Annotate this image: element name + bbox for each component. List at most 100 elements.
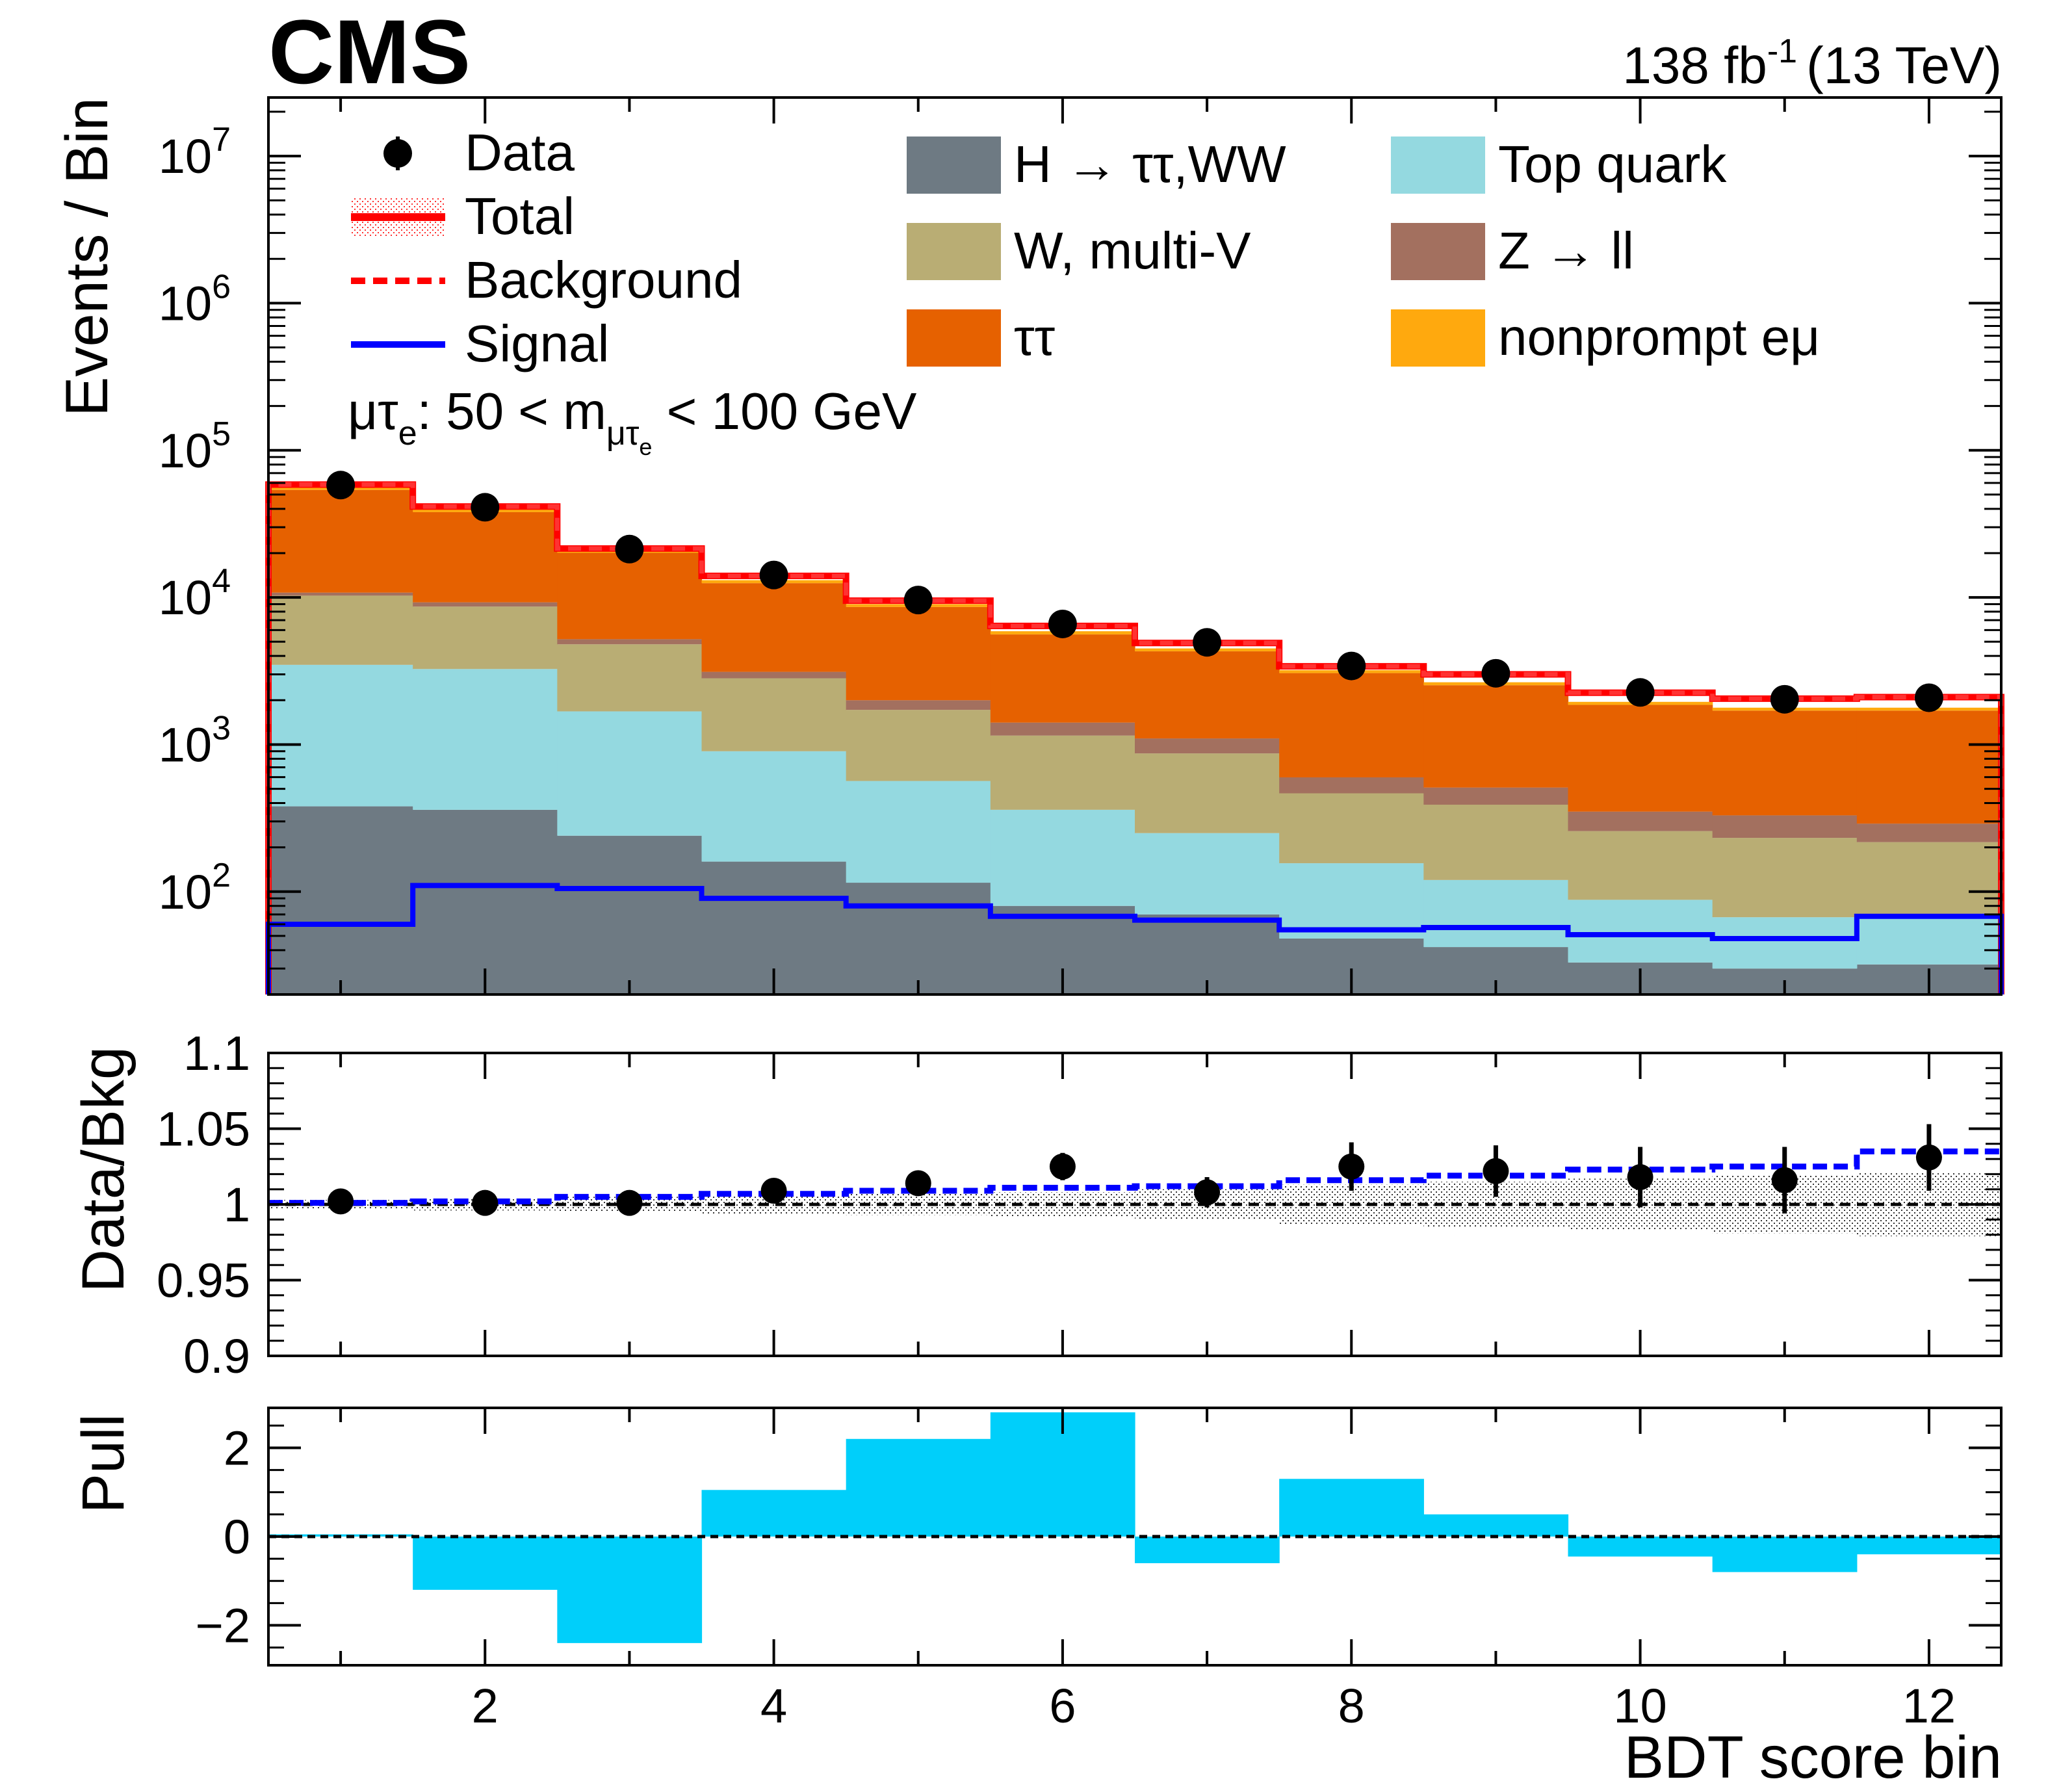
- ratio-y-axis-label: Data/Bkg: [70, 1046, 136, 1292]
- data-point: [1481, 658, 1510, 688]
- stack-bar-tautau: [1568, 705, 1713, 812]
- x-axis-label: BDT score bin: [1624, 1724, 2002, 1791]
- legend-swatch: [907, 309, 1001, 367]
- ratio-data-point: [328, 1188, 354, 1215]
- stack-bar-top-quark: [413, 669, 558, 810]
- stack-bar-w-multiv: [1856, 842, 2002, 918]
- legend-top-quark-label: Top quark: [1498, 135, 1727, 193]
- stack-bar-w-multiv: [1423, 805, 1569, 880]
- stack-bar-z-ll: [1568, 811, 1713, 831]
- legend-w-multiv-label: W, multi-V: [1014, 222, 1251, 279]
- stack-bar-top-quark: [1279, 863, 1424, 939]
- data-point: [1770, 684, 1799, 714]
- y-tick-label: 0: [224, 1510, 250, 1564]
- stack-bar-z-ll: [1135, 738, 1280, 754]
- data-point: [1337, 651, 1366, 681]
- stack-bar-tautau: [1423, 685, 1569, 788]
- ratio-data-point: [1338, 1153, 1365, 1180]
- ratio-data-point: [1915, 1144, 1942, 1171]
- pull-bar: [846, 1438, 991, 1537]
- stack-bar-w-multiv: [557, 644, 703, 712]
- stack-bar-z-ll: [1856, 824, 2002, 842]
- stack-bar-w-multiv: [413, 606, 558, 669]
- legend-z-ll-label: Z → ll: [1498, 222, 1634, 279]
- stack-bar-z-ll: [557, 639, 703, 645]
- data-point: [903, 586, 933, 615]
- main-y-axis-label: Events / Bin: [54, 97, 120, 417]
- data-point: [1914, 683, 1943, 712]
- stack-bar-top-quark: [268, 664, 413, 807]
- pull-bar: [413, 1537, 558, 1590]
- pull-bar: [1135, 1537, 1280, 1563]
- legend-swatch: [907, 136, 1001, 194]
- pull-bar: [1856, 1537, 2002, 1555]
- stack-bar-z-ll: [268, 592, 413, 596]
- main-frame: [267, 96, 2003, 996]
- background-line: [266, 482, 2004, 994]
- stack-bar-w-multiv: [268, 595, 413, 665]
- stack-bar-w-multiv: [990, 735, 1135, 810]
- ratio-data-point: [760, 1178, 787, 1204]
- stack-bar-tautau: [1279, 673, 1424, 777]
- stack-bar-tautau: [1135, 651, 1280, 739]
- legend-entry-nonprompt-emu: nonprompt eμ: [1391, 308, 1820, 367]
- legend-entry-tautau: ττ: [907, 308, 1055, 367]
- data-point: [1626, 678, 1655, 707]
- stack-bar-top-quark: [846, 781, 991, 883]
- legend-signal-label: Signal: [465, 315, 609, 372]
- energy-label: (13 TeV): [1806, 36, 2002, 94]
- data-point: [1193, 628, 1222, 657]
- lumi-exponent: -1: [1767, 32, 1797, 70]
- stack-bar-top-quark: [990, 809, 1135, 906]
- y-tick-label: −2: [196, 1599, 250, 1653]
- ratio-data-point: [1483, 1158, 1509, 1184]
- x-tick-label: 8: [1338, 1679, 1365, 1733]
- stack-bar-z-ll: [413, 602, 558, 607]
- ratio-data-point: [905, 1170, 931, 1197]
- legend-data-label: Data: [465, 123, 575, 181]
- stack-bar-tautau: [846, 606, 991, 701]
- x-tick-label: 12: [1902, 1679, 1956, 1733]
- legend-entry-top-quark: Top quark: [1391, 135, 1727, 194]
- y-tick-label: 106: [159, 268, 231, 330]
- ratio-data-point: [1049, 1153, 1076, 1180]
- x-tick-label: 10: [1613, 1679, 1666, 1733]
- data-point: [1048, 609, 1077, 638]
- stack-bar-top-quark: [1712, 917, 1858, 969]
- legend-swatch: [907, 223, 1001, 280]
- stack-bar-top-quark: [1856, 917, 2002, 965]
- pull-bar: [1423, 1514, 1569, 1537]
- stack-bar-tautau: [557, 552, 703, 640]
- legend-swatch: [1391, 136, 1485, 194]
- x-tick-label: 4: [760, 1679, 787, 1733]
- legend-data-marker: [383, 139, 412, 168]
- stack-bar-top-quark: [557, 711, 703, 836]
- legend-entry-z-ll: Z → ll: [1391, 222, 1634, 280]
- stack-bar-z-ll: [1712, 815, 1858, 838]
- data-point: [759, 560, 788, 590]
- legend-swatch: [1391, 309, 1485, 367]
- stack-bar-w-multiv: [1135, 753, 1280, 833]
- lumi-label: 138 fb-1 (13 TeV): [1622, 32, 2002, 94]
- stack-bar-h-tautau-ww: [268, 806, 413, 994]
- pull-panel: 2 4 6 8 10 12 −2 0 2: [196, 1407, 2003, 1733]
- pull-bar: [557, 1537, 703, 1643]
- legend: Data Total Background Signal H → ττ,WW W…: [348, 123, 1820, 460]
- stack-bar-z-ll: [701, 671, 847, 679]
- stack-bar-h-tautau-ww: [557, 835, 703, 994]
- legend-swatch: [1391, 223, 1485, 280]
- data-point: [615, 534, 644, 564]
- y-tick-label: 1.05: [157, 1102, 250, 1156]
- ratio-panel: 0.9 0.95 1 1.05 1.1: [157, 1026, 2003, 1383]
- stack-bar-h-tautau-ww: [846, 883, 991, 994]
- stack-bar-top-quark: [1135, 833, 1280, 915]
- legend-entry-total: Total: [351, 187, 575, 245]
- stack-bar-z-ll: [846, 700, 991, 710]
- y-tick-label: 1: [224, 1178, 250, 1232]
- stack-bar-z-ll: [990, 722, 1135, 736]
- legend-total-label: Total: [465, 187, 575, 245]
- data-point: [326, 471, 356, 500]
- y-tick-label: 105: [159, 415, 231, 478]
- legend-tautau-label: ττ: [1014, 308, 1055, 366]
- main-panel: 102 103 104 105 106 107: [159, 96, 2004, 996]
